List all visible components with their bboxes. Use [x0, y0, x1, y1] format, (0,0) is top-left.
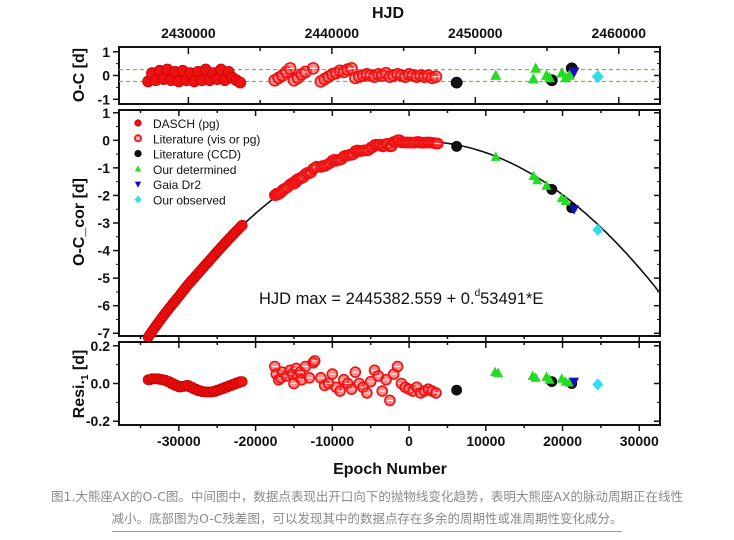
top-axis-title: HJD [372, 5, 404, 22]
top-xtick-labels: 2430000 2440000 2450000 2460000 [161, 25, 646, 41]
top-point-our-determined [527, 73, 539, 84]
bottom-xtick-label: 30000 [620, 433, 659, 449]
legend-marker-our-observed [134, 195, 142, 204]
bottom-xtick-label: 10000 [466, 433, 505, 449]
formula-tail: 53491*E [480, 290, 543, 308]
bot-ytick-label: -0.2 [86, 413, 110, 429]
bot-point-gaia-dr2 [569, 377, 580, 388]
bottom-xtick-label: -10000 [311, 433, 355, 449]
top-point-dasch-pg [234, 76, 247, 89]
top-ytick-label: 1 [102, 44, 110, 60]
mid-point-dasch-pg [236, 219, 248, 231]
bottom-ylabel-main: Resi. [71, 380, 88, 418]
legend-label-dasch-pg: DASCH (pg) [153, 117, 220, 131]
top-xtick-label: 2460000 [592, 25, 647, 41]
bottom-xtick-label: 20000 [543, 433, 582, 449]
top-xtick-label: 2440000 [305, 25, 360, 41]
oc-diagram-figure: HJD 2430000 2440000 2450000 2460000 10-1 10… [71, 5, 661, 478]
legend-label-our-determined: Our determined [153, 163, 236, 177]
top-point-our-determined [490, 69, 502, 80]
panel-top-oc: 1 0 -1 [98, 44, 661, 107]
legend-marker-literature-ccd [134, 150, 142, 158]
top-point-our-determined [563, 69, 575, 80]
top-xtick-label: 2450000 [448, 25, 503, 41]
figure-caption: 图1.大熊座AX的O-C图。中间图中，数据点表现出开口向下的抛物线变化趋势，表明… [0, 486, 734, 532]
mid-ytick-label: -6 [98, 298, 111, 314]
bottom-ylabel: Resi.1 [d] [71, 350, 91, 419]
mid-point-literature-ccd [451, 140, 463, 152]
bot-ytick-label: 0.0 [91, 376, 111, 392]
legend-marker-our-determined [134, 165, 142, 172]
formula-superscript: d [475, 288, 481, 299]
legend-label-literature-vis-or-pg: Literature (vis or pg) [153, 132, 260, 146]
top-point-our-determined [530, 62, 542, 73]
mid-ytick-label: -5 [98, 270, 111, 286]
bot-ytick-label: 0.2 [91, 338, 111, 354]
legend-label-literature-ccd: Literature (CCD) [153, 148, 241, 162]
top-point-gaia-dr2 [568, 67, 580, 78]
bottom-xlabel: Epoch Number [333, 461, 447, 478]
legend-marker-dasch-pg [134, 119, 142, 127]
legend-label-our-observed: Our observed [153, 194, 226, 208]
mid-ytick-label: -7 [98, 325, 111, 341]
mid-point-gaia-dr2 [569, 205, 580, 215]
bot-point-our-determined [493, 367, 504, 378]
mid-point-our-determined [541, 180, 552, 190]
mid-ytick-label: -1 [98, 160, 111, 176]
bottom-ylabel-unit: [d] [71, 350, 88, 375]
mid-point-our-determined [532, 174, 543, 185]
mid-ytick-label: -3 [98, 215, 111, 231]
mid-point-our-determined [490, 151, 501, 161]
bottom-xtick-labels: -30000 -20000 -10000 0 10000 20000 30000 [157, 433, 659, 449]
bot-point-dasch-pg [236, 376, 248, 388]
top-point-literature-ccd [450, 76, 463, 89]
mid-point-our-determined [560, 195, 571, 205]
top-xtick-label: 2430000 [161, 25, 216, 41]
legend-marker-gaia-dr2 [134, 181, 142, 188]
bottom-xtick-label: -20000 [234, 433, 278, 449]
bottom-xtick-label: 0 [405, 433, 413, 449]
mid-ytick-label: 0 [102, 132, 110, 148]
top-ytick-label: 0 [102, 68, 110, 84]
mid-ytick-label: 1 [102, 105, 110, 121]
legend: DASCH (pg)Literature (vis or pg) Literatu… [134, 117, 260, 208]
bottom-ylabel-sub: 1 [80, 374, 91, 380]
period-formula-annotation: HJD max = 2445382.559 + 0.d53491*E [259, 288, 543, 308]
panel-bottom-residuals: 0.2 0.0 -0.2 [86, 338, 661, 431]
bot-point-our-determined [530, 372, 541, 382]
middle-ylabel: O-C_cor [d] [71, 178, 88, 266]
mid-ytick-label: -4 [98, 243, 111, 259]
legend-label-gaia-dr2: Gaia Dr2 [153, 178, 201, 192]
caption-line-2: 减小。底部图为O-C残差图，可以发现其中的数据点存在多余的周期性或准周期性变化成… [111, 508, 623, 532]
bot-point-our-determined [544, 374, 555, 384]
mid-point-our-observed [592, 223, 604, 236]
formula-main: HJD max = 2445382.559 + 0. [259, 290, 475, 308]
bottom-xtick-label: -30000 [157, 433, 201, 449]
top-ytick-label: -1 [98, 91, 111, 107]
caption-line-1: 图1.大熊座AX的O-C图。中间图中，数据点表现出开口向下的抛物线变化趋势，表明… [50, 489, 684, 504]
top-ylabel: O-C [d] [71, 48, 88, 102]
bot-point-our-determined [564, 377, 575, 387]
mid-ytick-label: -2 [98, 187, 111, 203]
panel-middle-oc-cor: 1 0 -1 -2 -3 -4 -5 -6 -7 [98, 105, 661, 343]
top-point-our-determined [543, 71, 555, 83]
top-point-our-observed [591, 70, 604, 84]
bot-point-literature-ccd [451, 384, 463, 396]
bot-point-our-observed [592, 378, 604, 391]
